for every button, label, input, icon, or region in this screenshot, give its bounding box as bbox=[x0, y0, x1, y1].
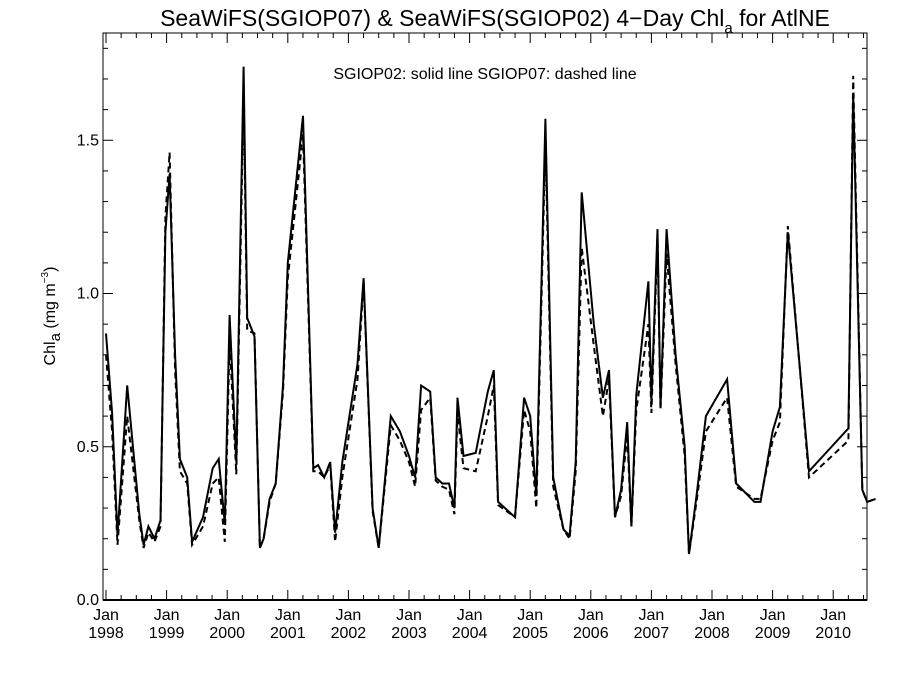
x-tick-month: Jan bbox=[93, 607, 119, 624]
x-tick-year: 2008 bbox=[694, 625, 730, 642]
x-tick-month: Jan bbox=[639, 607, 665, 624]
x-tick-year: 2000 bbox=[209, 625, 245, 642]
x-tick-month: Jan bbox=[457, 607, 483, 624]
x-tick-month: Jan bbox=[699, 607, 725, 624]
series-line-sgiop07 bbox=[105, 75, 876, 555]
x-tick-year: 2010 bbox=[815, 625, 851, 642]
x-tick-year: 2002 bbox=[331, 625, 367, 642]
y-axis-ticks: 0.0 0.5 1.0 1.5 bbox=[77, 47, 867, 609]
x-tick-year: 2006 bbox=[573, 625, 609, 642]
x-tick-year: 1999 bbox=[149, 625, 185, 642]
x-tick-month: Jan bbox=[517, 607, 543, 624]
x-tick-month: Jan bbox=[154, 607, 180, 624]
x-tick-month: Jan bbox=[336, 607, 362, 624]
chart-title: SeaWiFS(SGIOP07) & SeaWiFS(SGIOP02) 4−Da… bbox=[160, 5, 830, 37]
x-tick-month: Jan bbox=[760, 607, 786, 624]
x-tick-year: 2005 bbox=[512, 625, 548, 642]
x-tick-year: 2004 bbox=[452, 625, 488, 642]
legend-annotation: SGIOP02: solid line SGIOP07: dashed line bbox=[333, 66, 636, 83]
y-axis-label: Chla (mg m−3) bbox=[40, 267, 64, 366]
x-tick-month: Jan bbox=[396, 607, 422, 624]
plot-frame bbox=[102, 32, 868, 601]
series-layer bbox=[105, 66, 876, 555]
x-tick-year: 2007 bbox=[634, 625, 670, 642]
y-tick-label: 0.5 bbox=[77, 439, 99, 456]
x-tick-month: Jan bbox=[214, 607, 240, 624]
series-line-sgiop02 bbox=[105, 66, 876, 555]
x-tick-year: 2009 bbox=[755, 625, 791, 642]
x-tick-month: Jan bbox=[578, 607, 604, 624]
y-tick-label: 0.0 bbox=[77, 592, 99, 609]
y-tick-label: 1.0 bbox=[77, 286, 99, 303]
x-tick-year: 2001 bbox=[270, 625, 306, 642]
x-tick-month: Jan bbox=[275, 607, 301, 624]
y-tick-label: 1.5 bbox=[77, 132, 99, 149]
x-tick-year: 1998 bbox=[88, 625, 124, 642]
x-axis-ticks: Jan1998Jan1999Jan2000Jan2001Jan2002Jan20… bbox=[88, 33, 864, 642]
x-tick-month: Jan bbox=[820, 607, 846, 624]
x-tick-year: 2003 bbox=[391, 625, 427, 642]
